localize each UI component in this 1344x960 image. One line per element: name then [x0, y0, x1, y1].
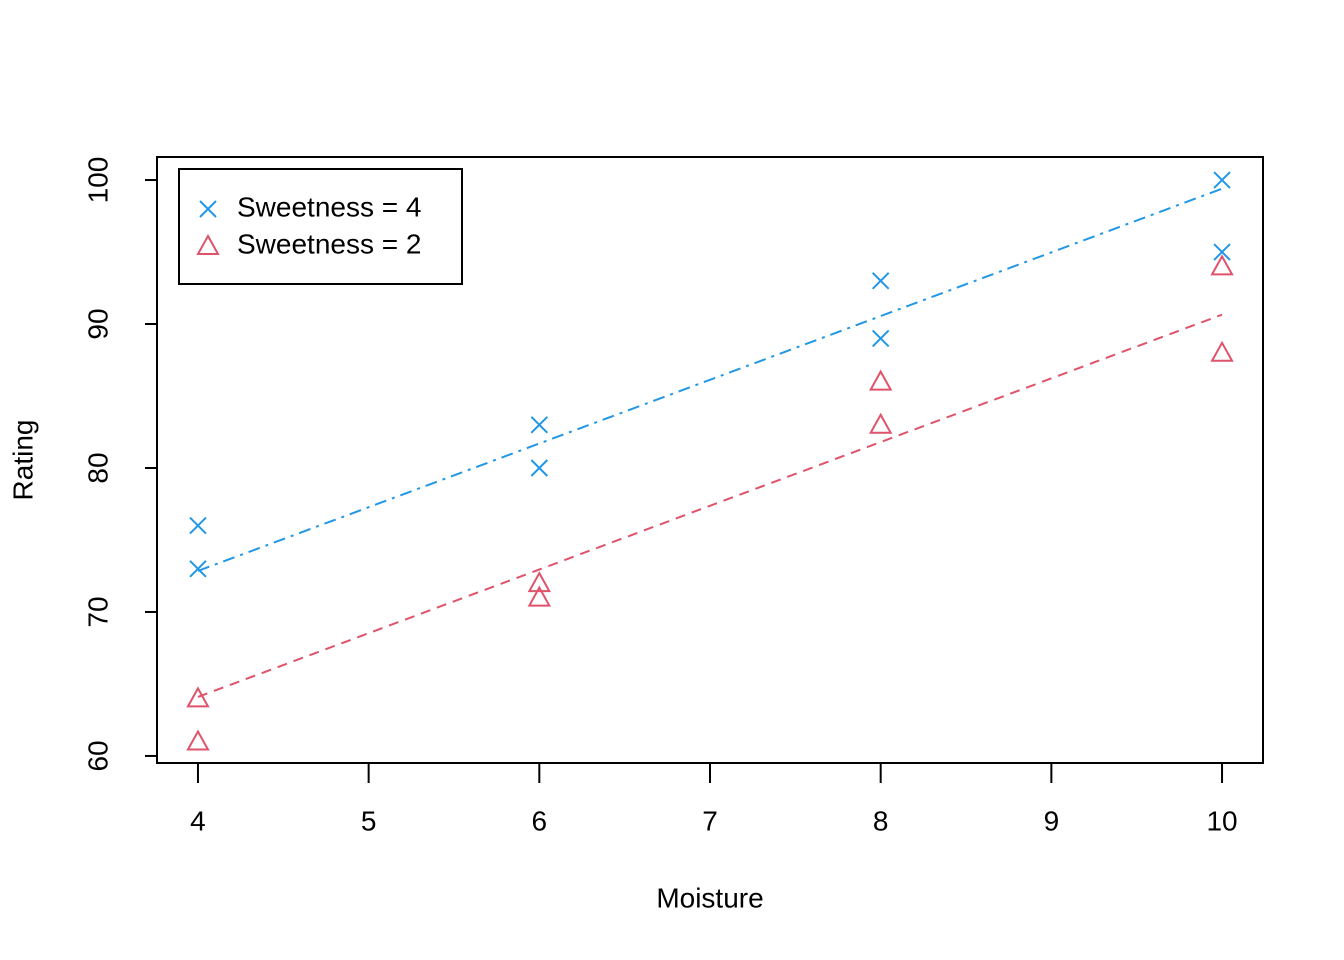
point	[530, 459, 549, 477]
y-tick-label: 100	[82, 157, 113, 204]
point	[868, 412, 893, 434]
point	[871, 329, 890, 348]
point	[527, 585, 552, 607]
point	[186, 686, 210, 708]
legend-label: Sweetness = 4	[237, 191, 421, 222]
fit-line	[197, 313, 1223, 698]
point	[1213, 243, 1231, 261]
point	[871, 272, 890, 290]
x-tick-label: 8	[873, 805, 889, 836]
point	[1210, 340, 1234, 362]
y-tick-label: 80	[82, 452, 113, 483]
legend-box	[178, 168, 463, 285]
point	[189, 560, 207, 578]
y-tick-label: 70	[82, 596, 113, 627]
point	[530, 416, 549, 434]
x-tick-label: 6	[532, 805, 548, 836]
legend-symbol	[196, 233, 220, 255]
point	[527, 571, 552, 593]
legend-label: Sweetness = 2	[237, 228, 421, 259]
x-tick-label: 9	[1044, 805, 1060, 836]
y-axis-title: Rating	[7, 420, 38, 501]
point	[868, 369, 893, 391]
x-tick-label: 4	[190, 805, 206, 836]
x-tick-label: 7	[702, 805, 718, 836]
y-tick-label: 60	[82, 740, 113, 771]
point	[189, 516, 207, 535]
legend-symbol	[199, 200, 217, 218]
x-tick-label: 5	[361, 805, 377, 836]
point	[1210, 254, 1234, 276]
x-tick-label: 10	[1206, 805, 1237, 836]
fit-line	[197, 187, 1223, 572]
x-axis-title: Moisture	[656, 882, 763, 913]
y-tick-label: 90	[82, 308, 113, 339]
point	[1213, 171, 1231, 189]
point	[186, 729, 210, 751]
